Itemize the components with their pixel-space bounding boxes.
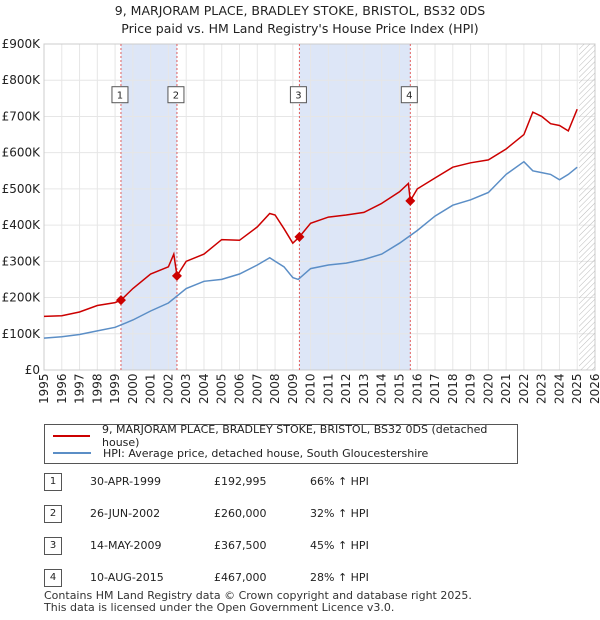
table-row: 2 26-JUN-2002 £260,000 32% ↑ HPI bbox=[44, 505, 464, 523]
sale-hpi: 45% ↑ HPI bbox=[310, 539, 369, 552]
x-tick-label: 2023 bbox=[535, 373, 549, 404]
sale-marker bbox=[171, 270, 182, 281]
sale-date: 26-JUN-2002 bbox=[90, 507, 161, 520]
sale-label: 1 bbox=[117, 91, 123, 102]
sale-label-box bbox=[400, 86, 418, 104]
x-tick-label: 1999 bbox=[108, 373, 122, 404]
sale-number: 4 bbox=[44, 569, 62, 587]
x-tick-label: 2021 bbox=[499, 373, 513, 404]
legend-property-swatch bbox=[53, 435, 90, 437]
x-tick-label: 2012 bbox=[339, 373, 353, 404]
sale-hpi: 32% ↑ HPI bbox=[310, 507, 369, 520]
legend: 9, MARJORAM PLACE, BRADLEY STOKE, BRISTO… bbox=[44, 423, 518, 464]
sale-price: £367,500 bbox=[214, 539, 267, 552]
footer-copyright: Contains HM Land Registry data © Crown c… bbox=[44, 589, 472, 602]
x-tick-label: 2019 bbox=[464, 373, 478, 404]
table-row: 1 30-APR-1999 £192,995 66% ↑ HPI bbox=[44, 473, 464, 491]
x-tick-label: 1998 bbox=[90, 373, 104, 404]
price-chart: 1 2 3 4 £0 £100K £200K £300K £400K £500K £600K £70… bbox=[2, 37, 600, 404]
x-tick-label: 2009 bbox=[286, 373, 300, 404]
future-hatch bbox=[579, 44, 595, 370]
hpi-line bbox=[43, 160, 578, 339]
x-tick-label: 2004 bbox=[197, 373, 211, 404]
x-tick-label: 2014 bbox=[375, 373, 389, 404]
x-tick-label: 2008 bbox=[268, 373, 282, 404]
y-tick-label: £100K bbox=[2, 327, 42, 341]
sale-number: 2 bbox=[44, 505, 62, 523]
x-tick-label: 2018 bbox=[446, 373, 460, 404]
legend-item-property: 9, MARJORAM PLACE, BRADLEY STOKE, BRISTO… bbox=[53, 423, 517, 449]
x-tick-label: 2001 bbox=[144, 373, 158, 404]
legend-item-hpi: HPI: Average price, detached house, Sout… bbox=[53, 445, 428, 461]
y-tick-label: £600K bbox=[2, 146, 42, 160]
sale-label-box bbox=[167, 86, 185, 104]
shaded-period bbox=[299, 44, 411, 370]
y-tick-label: £300K bbox=[2, 254, 42, 268]
sale-label: 3 bbox=[295, 91, 301, 102]
legend-property-label: 9, MARJORAM PLACE, BRADLEY STOKE, BRISTO… bbox=[102, 423, 488, 449]
sale-price: £192,995 bbox=[214, 475, 267, 488]
y-tick-label: £400K bbox=[2, 218, 42, 232]
x-tick-label: 2010 bbox=[304, 373, 318, 404]
y-tick-label: £500K bbox=[2, 182, 42, 196]
x-tick-label: 2005 bbox=[215, 373, 229, 404]
sale-date: 14-MAY-2009 bbox=[90, 539, 162, 552]
sale-label-box bbox=[111, 86, 129, 104]
x-tick-label: 2025 bbox=[570, 373, 584, 404]
sale-label-box bbox=[289, 86, 307, 104]
table-row: 4 10-AUG-2015 £467,000 28% ↑ HPI bbox=[44, 569, 464, 587]
table-row: 3 14-MAY-2009 £367,500 45% ↑ HPI bbox=[44, 537, 464, 555]
x-tick-label: 2017 bbox=[428, 373, 442, 404]
x-tick-label: 1995 bbox=[37, 373, 51, 404]
x-tick-label: 2006 bbox=[233, 373, 247, 404]
x-tick-label: 2013 bbox=[357, 373, 371, 404]
sale-date: 10-AUG-2015 bbox=[90, 571, 164, 584]
footer-licence: This data is licensed under the Open Gov… bbox=[44, 601, 395, 614]
sale-marker bbox=[294, 231, 305, 242]
sale-marker bbox=[115, 295, 126, 306]
x-tick-label: 2016 bbox=[410, 373, 424, 404]
x-tick-label: 2026 bbox=[588, 373, 600, 404]
sale-date: 30-APR-1999 bbox=[90, 475, 162, 488]
y-tick-label: £900K bbox=[2, 37, 42, 51]
x-tick-label: 2000 bbox=[126, 373, 140, 404]
y-tick-label: £700K bbox=[2, 109, 42, 123]
sale-marker bbox=[405, 195, 416, 206]
sale-number: 3 bbox=[44, 537, 62, 555]
legend-hpi-swatch bbox=[53, 452, 91, 454]
x-tick-label: 2007 bbox=[250, 373, 264, 404]
y-tick-label: £200K bbox=[2, 291, 42, 305]
sale-hpi: 66% ↑ HPI bbox=[310, 475, 369, 488]
sale-label: 4 bbox=[406, 91, 412, 102]
sale-hpi: 28% ↑ HPI bbox=[310, 571, 369, 584]
legend-hpi-label: HPI: Average price, detached house, Sout… bbox=[103, 446, 429, 460]
x-tick-label: 2002 bbox=[161, 373, 175, 404]
sale-number: 1 bbox=[44, 473, 62, 491]
footer: Contains HM Land Registry data © Crown c… bbox=[44, 590, 472, 614]
sale-label: 2 bbox=[173, 91, 179, 102]
y-tick-label: £0 bbox=[25, 363, 40, 377]
x-tick-label: 2022 bbox=[517, 373, 531, 404]
y-tick-label: £800K bbox=[2, 73, 42, 87]
x-tick-label: 2020 bbox=[481, 373, 495, 404]
sale-price: £260,000 bbox=[214, 507, 267, 520]
x-tick-label: 2003 bbox=[179, 373, 193, 404]
chart-title: 9, MARJORAM PLACE, BRADLEY STOKE, BRISTO… bbox=[114, 3, 486, 18]
x-tick-label: 1996 bbox=[55, 373, 69, 404]
x-tick-label: 2011 bbox=[321, 373, 335, 404]
property-price-line bbox=[43, 108, 578, 318]
x-tick-label: 2015 bbox=[392, 373, 406, 404]
sale-price: £467,000 bbox=[214, 571, 267, 584]
x-tick-label: 2024 bbox=[552, 373, 566, 404]
chart-subtitle: Price paid vs. HM Land Registry's House … bbox=[121, 21, 479, 36]
x-tick-label: 1997 bbox=[73, 373, 87, 404]
